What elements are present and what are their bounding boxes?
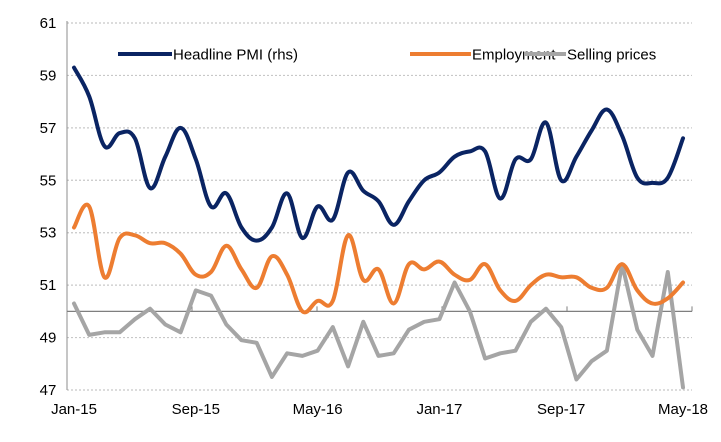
legend-label-headline-pmi-rhs: Headline PMI (rhs) [173, 47, 298, 64]
x-tick-label: May-18 [658, 401, 708, 418]
x-tick-label: Jan-17 [416, 401, 462, 418]
y-axis-tick-labels: 47 49 51 53 55 57 59 61 [40, 15, 57, 399]
series-line-headline-pmi-rhs [72, 65, 685, 243]
y-tick-label: 61 [40, 15, 57, 32]
legend-label-employment: Employment [472, 47, 556, 64]
series-lines [72, 65, 685, 390]
y-tick-label: 55 [40, 172, 57, 189]
y-tick-label: 53 [40, 225, 57, 242]
y-tick-label: 49 [40, 330, 57, 347]
x-tick-label: Sep-17 [537, 401, 585, 418]
x-axis-tick-labels: Jan-15 Sep-15 May-16 Jan-17 Sep-17 May-18 [51, 401, 708, 418]
series-line-selling-prices [72, 262, 685, 390]
gridlines [67, 22, 692, 391]
y-tick-label: 59 [40, 67, 57, 84]
legend-label-selling-prices: Selling prices [567, 47, 656, 64]
y-tick-label: 57 [40, 120, 57, 137]
y-tick-label: 51 [40, 277, 57, 294]
y-tick-label: 47 [40, 382, 57, 399]
x-tick-label: May-16 [293, 401, 343, 418]
legend: Headline PMI (rhs) Employment Selling pric… [118, 47, 656, 64]
x-tick-label: Sep-15 [172, 401, 220, 418]
series-line-employment [72, 202, 685, 315]
x-tick-label: Jan-15 [51, 401, 97, 418]
